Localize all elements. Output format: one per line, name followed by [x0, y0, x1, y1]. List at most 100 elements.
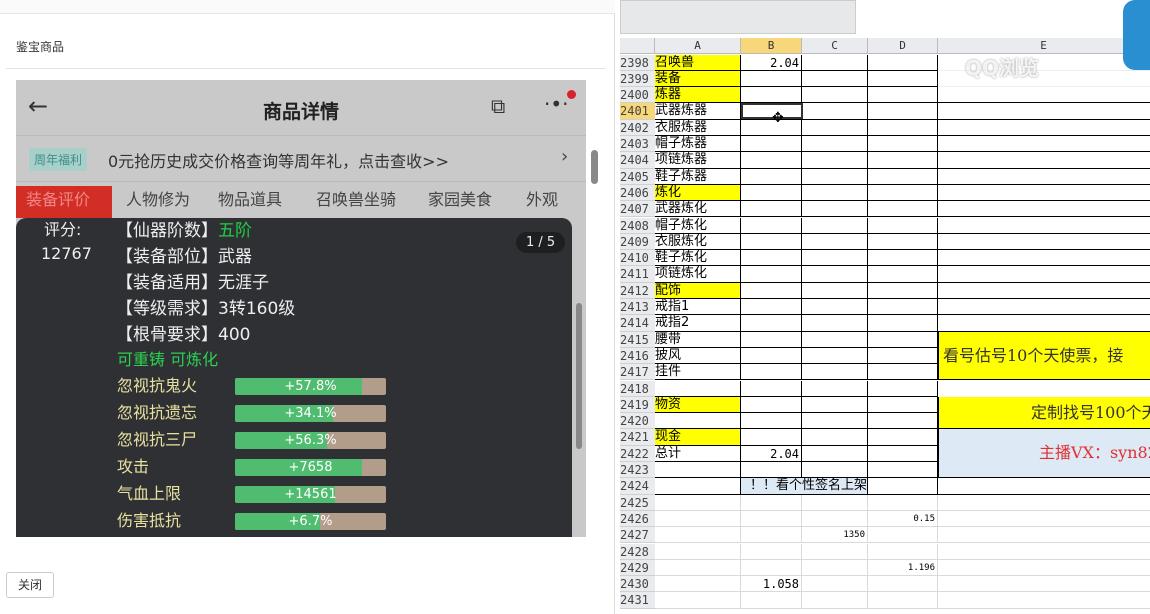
cell-a[interactable]: 现金 [655, 429, 741, 446]
cell-b[interactable] [741, 559, 802, 577]
cell-b[interactable]: 2.04 [741, 445, 802, 462]
column-header[interactable]: D [868, 38, 938, 54]
cell-d[interactable] [868, 87, 938, 104]
row-number[interactable]: 2401 [620, 103, 655, 120]
cell-a[interactable]: 鞋子炼器 [655, 168, 741, 185]
cell-a[interactable]: 披风 [655, 347, 741, 365]
cell-e[interactable] [938, 495, 1150, 511]
cell-c[interactable] [802, 152, 868, 169]
row-number[interactable]: 2410 [620, 250, 655, 267]
cell-c[interactable] [802, 413, 868, 430]
cell-d[interactable] [868, 299, 938, 316]
cell-c[interactable] [802, 54, 868, 71]
arrow-left-icon[interactable]: ← [28, 92, 49, 120]
cell-d[interactable] [868, 103, 938, 120]
cell-d[interactable] [868, 445, 938, 462]
cell-c[interactable] [802, 494, 868, 511]
cell-d[interactable] [868, 119, 938, 136]
cell-b[interactable] [741, 233, 802, 251]
cell-d[interactable] [868, 380, 938, 397]
cell-c[interactable] [802, 315, 868, 332]
cell-e[interactable] [938, 169, 1150, 185]
cell-b[interactable] [741, 510, 802, 528]
cell-d[interactable] [868, 592, 938, 609]
cell-b[interactable] [741, 347, 802, 365]
cell-c[interactable] [802, 119, 868, 136]
cell-a[interactable] [655, 592, 741, 609]
cell-b[interactable] [741, 70, 802, 88]
close-button[interactable]: 关闭 [6, 572, 54, 598]
cell-e[interactable] [938, 560, 1150, 577]
cell-e[interactable] [938, 576, 1150, 593]
cell-c[interactable] [802, 462, 868, 479]
row-number[interactable]: 2421 [620, 429, 655, 446]
cell-c[interactable] [802, 576, 868, 593]
cell-b[interactable] [741, 494, 802, 511]
cell-c[interactable] [802, 201, 868, 218]
select-all-corner[interactable] [620, 38, 655, 54]
row-number[interactable]: 2419 [620, 396, 655, 414]
cell-b[interactable] [741, 266, 802, 283]
row-number[interactable]: 2406 [620, 184, 655, 202]
cell-a[interactable]: 装备 [655, 70, 741, 88]
cell-a[interactable]: 帽子炼化 [655, 217, 741, 234]
cell-d[interactable] [868, 413, 938, 430]
cell-d[interactable] [868, 282, 938, 299]
row-number[interactable]: 2398 [620, 54, 655, 71]
cell-a[interactable]: 配饰 [655, 282, 741, 299]
row-number[interactable]: 2414 [620, 315, 655, 332]
cell-e[interactable] [938, 283, 1150, 299]
cell-c[interactable] [802, 380, 868, 397]
cell-d[interactable] [868, 527, 938, 544]
cell-e[interactable] [938, 120, 1150, 136]
column-header[interactable]: A [655, 38, 741, 54]
cell-c[interactable] [802, 168, 868, 185]
cell-a[interactable]: 鞋子炼化 [655, 250, 741, 267]
cell-a[interactable] [655, 494, 741, 511]
cell-e[interactable] [938, 55, 1150, 71]
cell-d[interactable] [868, 315, 938, 332]
cell-d[interactable] [868, 152, 938, 169]
cell-a[interactable] [655, 576, 741, 593]
cell-c[interactable] [802, 347, 868, 365]
promo-banner[interactable]: 周年福利 0元抢历史成交价格查询等周年礼，点击查收>> › [16, 136, 586, 182]
cell-a[interactable] [655, 478, 741, 495]
cell-c[interactable] [802, 592, 868, 609]
cell-a[interactable] [655, 510, 741, 528]
cell-e[interactable] [938, 71, 1150, 88]
column-header[interactable]: E [938, 38, 1150, 54]
row-number[interactable]: 2408 [620, 217, 655, 234]
cell-b[interactable] [741, 592, 802, 609]
cell-c[interactable] [802, 364, 868, 381]
row-number[interactable]: 2412 [620, 282, 655, 299]
tab-4[interactable]: 家园美食 [428, 190, 493, 209]
row-number[interactable]: 2428 [620, 543, 655, 560]
cell-e[interactable] [938, 315, 1150, 332]
tab-0[interactable]: 装备评价 [16, 186, 112, 218]
cell-a[interactable]: 武器炼器 [655, 103, 741, 120]
column-header[interactable]: C [802, 38, 868, 54]
cell-a[interactable] [655, 527, 741, 544]
cell-e[interactable] [938, 478, 1150, 495]
row-number[interactable]: 2429 [620, 559, 655, 577]
row-number[interactable]: 2402 [620, 119, 655, 136]
cell-c[interactable] [802, 184, 868, 202]
row-number[interactable]: 2417 [620, 364, 655, 381]
selected-cell[interactable] [741, 103, 803, 119]
cell-a[interactable] [655, 543, 741, 560]
tab-1[interactable]: 人物修为 [126, 190, 191, 209]
cell-e[interactable] [938, 185, 1150, 202]
cell-c[interactable] [802, 250, 868, 267]
cell-b[interactable] [741, 168, 802, 185]
cell-c[interactable] [802, 510, 868, 528]
cell-d[interactable] [868, 543, 938, 560]
cell-a[interactable]: 腰带 [655, 331, 741, 348]
cell-d[interactable] [868, 347, 938, 365]
column-header[interactable]: B [741, 38, 802, 54]
cell-d[interactable] [868, 429, 938, 446]
cell-a[interactable]: 炼化 [655, 184, 741, 202]
cell-d[interactable] [868, 168, 938, 185]
cell-a[interactable]: 武器炼化 [655, 201, 741, 218]
cell-a[interactable] [655, 462, 741, 479]
cell-a[interactable] [655, 380, 741, 397]
